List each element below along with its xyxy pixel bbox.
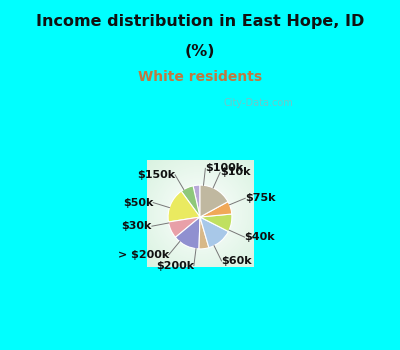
Wedge shape bbox=[193, 185, 200, 217]
Wedge shape bbox=[199, 217, 209, 249]
Text: City-Data.com: City-Data.com bbox=[224, 98, 293, 107]
Text: $10k: $10k bbox=[220, 167, 251, 177]
Wedge shape bbox=[200, 202, 232, 217]
Wedge shape bbox=[200, 214, 232, 231]
Text: $60k: $60k bbox=[222, 256, 252, 266]
Text: $100k: $100k bbox=[205, 163, 244, 173]
Wedge shape bbox=[181, 186, 200, 217]
Text: White residents: White residents bbox=[138, 70, 262, 84]
Text: $40k: $40k bbox=[245, 232, 275, 242]
Text: $150k: $150k bbox=[137, 170, 175, 180]
Text: (%): (%) bbox=[185, 44, 215, 59]
Wedge shape bbox=[168, 217, 200, 237]
Wedge shape bbox=[200, 185, 228, 217]
Text: $200k: $200k bbox=[156, 260, 194, 271]
Text: $30k: $30k bbox=[122, 221, 152, 231]
Wedge shape bbox=[200, 217, 228, 248]
Wedge shape bbox=[176, 217, 200, 249]
Wedge shape bbox=[168, 191, 200, 222]
Text: $75k: $75k bbox=[245, 193, 276, 203]
Text: $50k: $50k bbox=[123, 198, 153, 208]
Text: Income distribution in East Hope, ID: Income distribution in East Hope, ID bbox=[36, 14, 364, 29]
Text: > $200k: > $200k bbox=[118, 250, 169, 260]
